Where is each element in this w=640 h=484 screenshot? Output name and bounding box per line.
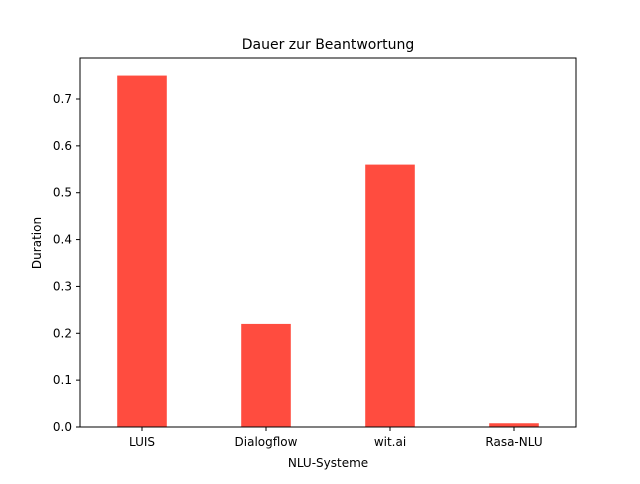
x-tick-label: wit.ai bbox=[374, 435, 406, 449]
bar-wit-ai bbox=[365, 164, 415, 427]
plot-frame bbox=[79, 57, 577, 428]
y-tick-label: 0.1 bbox=[53, 373, 72, 387]
bar-luis bbox=[117, 75, 167, 428]
x-axis: LUIS Dialogflow wit.ai Rasa-NLU bbox=[129, 427, 543, 449]
y-tick-label: 0.0 bbox=[53, 420, 72, 434]
y-tick-label: 0.7 bbox=[53, 92, 72, 106]
y-axis: 0.0 0.1 0.2 0.3 0.4 0.5 0.6 0.7 bbox=[53, 92, 80, 434]
y-axis-label: Duration bbox=[30, 217, 44, 269]
y-tick-label: 0.5 bbox=[53, 186, 72, 200]
y-tick-label: 0.6 bbox=[53, 139, 72, 153]
x-tick-label: LUIS bbox=[129, 435, 155, 449]
y-tick-label: 0.4 bbox=[53, 233, 72, 247]
x-tick-label: Rasa-NLU bbox=[485, 435, 542, 449]
chart-title: Dauer zur Beantwortung bbox=[242, 37, 415, 53]
x-axis-label: NLU-Systeme bbox=[288, 456, 368, 470]
y-tick-label: 0.2 bbox=[53, 326, 72, 340]
x-tick-label: Dialogflow bbox=[235, 435, 298, 449]
bar-rasa-nlu bbox=[489, 423, 539, 427]
bars-group bbox=[117, 75, 539, 428]
y-tick-label: 0.3 bbox=[53, 279, 72, 293]
bar-dialogflow bbox=[241, 323, 291, 427]
